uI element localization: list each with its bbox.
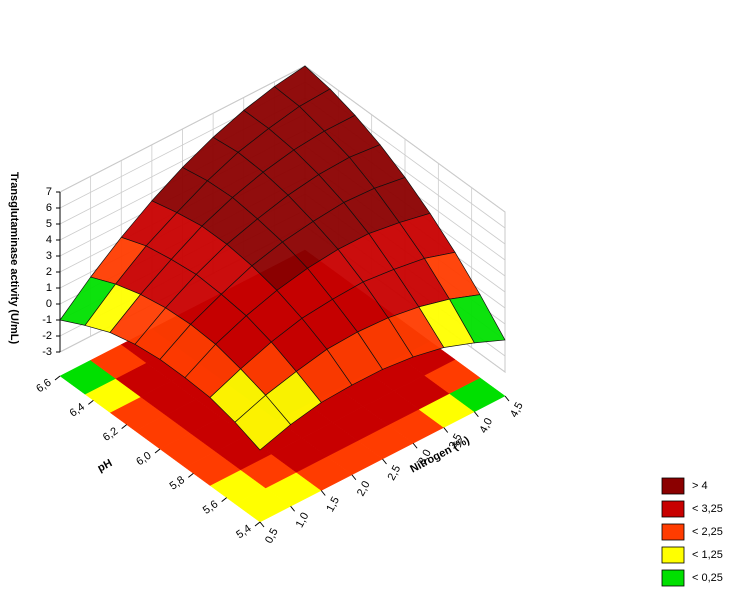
x-tick-label: 0,5 xyxy=(263,526,281,545)
x-tick-label: 1,5 xyxy=(324,495,342,514)
y-axis-title: pH xyxy=(96,457,115,475)
z-tick-label: 6 xyxy=(46,202,52,214)
legend-swatch xyxy=(661,523,685,541)
z-tick-label: 7 xyxy=(46,186,52,198)
y-tick xyxy=(254,521,261,527)
legend-label: > 4 xyxy=(692,480,708,492)
y-tick-label: 5,4 xyxy=(234,523,253,542)
y-tick-label: 5,6 xyxy=(201,498,220,517)
z-tick-label: 1 xyxy=(46,282,52,294)
x-tick-label: 2,0 xyxy=(355,479,373,498)
legend-swatch xyxy=(661,546,685,564)
y-tick xyxy=(54,375,61,381)
z-tick-label: 0 xyxy=(46,298,52,310)
z-tick-label: 5 xyxy=(46,218,52,230)
x-tick xyxy=(473,411,479,418)
legend-label: < 2,25 xyxy=(692,526,723,538)
y-tick xyxy=(88,399,94,405)
surface-cell xyxy=(234,394,292,451)
legend-swatch xyxy=(661,500,685,518)
x-tick xyxy=(259,521,265,528)
legend-swatch xyxy=(661,569,685,587)
z-tick-label: 3 xyxy=(46,250,52,262)
y-tick xyxy=(154,448,161,454)
x-tick-label: 2,5 xyxy=(386,463,404,482)
y-tick-label: 5,8 xyxy=(168,474,187,493)
legend-label: < 3,25 xyxy=(692,503,723,515)
x-tick xyxy=(290,505,296,512)
y-tick xyxy=(221,497,227,503)
x-tick-label: 1,0 xyxy=(294,511,312,530)
y-tick-label: 6,6 xyxy=(34,377,53,396)
y-tick-label: 6,0 xyxy=(134,450,153,469)
x-tick-label: 4,0 xyxy=(477,416,495,435)
x-tick-label: 4,5 xyxy=(508,400,526,419)
x-tick xyxy=(320,490,326,496)
y-tick-label: 6,2 xyxy=(101,425,120,444)
legend-swatch xyxy=(661,477,685,495)
z-tick-label: 4 xyxy=(46,234,52,246)
x-tick xyxy=(351,474,357,481)
y-tick-label: 6,4 xyxy=(68,401,87,420)
y-tick xyxy=(121,424,127,430)
x-tick xyxy=(382,458,387,465)
z-axis-title: Transglutaminase activity (U/mL) xyxy=(8,172,20,345)
z-tick-label: -3 xyxy=(42,346,52,358)
legend-label: < 0,25 xyxy=(692,572,723,584)
legend-label: < 1,25 xyxy=(692,549,723,561)
x-tick xyxy=(504,395,510,402)
x-tick xyxy=(412,442,418,449)
x-tick xyxy=(443,427,449,433)
z-tick-label: -1 xyxy=(42,314,52,326)
y-tick xyxy=(188,472,194,478)
z-tick-label: 2 xyxy=(46,266,52,278)
z-tick-label: -2 xyxy=(42,330,52,342)
